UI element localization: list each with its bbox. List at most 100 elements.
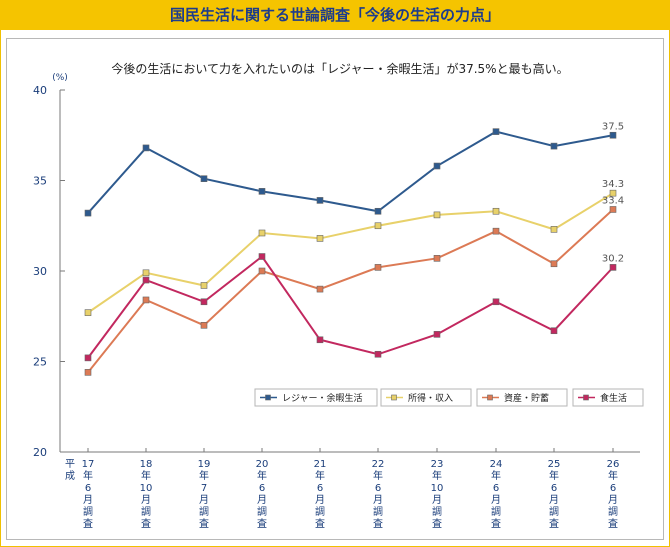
y-tick-label: 40	[33, 84, 47, 97]
x-tick-label: 6	[317, 483, 323, 494]
data-label: 33.4	[602, 195, 624, 206]
x-tick-label: 調	[257, 505, 267, 518]
x-tick-label: 26	[607, 459, 620, 470]
x-tick-label: 調	[549, 505, 559, 518]
x-tick-label: 月	[432, 494, 442, 506]
x-tick-label: 20	[256, 459, 269, 470]
x-tick-label: 17	[82, 459, 95, 470]
x-tick-label: 7	[201, 483, 207, 494]
legend: レジャー・余暇生活 所得・収入 資産・貯蓄 食生活	[254, 388, 644, 407]
data-point	[492, 227, 500, 235]
series-markers	[84, 128, 617, 376]
series-lines	[87, 130, 614, 373]
data-point	[550, 226, 558, 233]
legend-swatch-marker	[265, 394, 271, 401]
x-tick-label: 18	[140, 459, 153, 470]
data-point	[433, 162, 441, 170]
x-era-label: 平	[65, 459, 75, 470]
y-tick-label: 30	[33, 265, 47, 278]
data-point	[142, 296, 150, 304]
data-point	[374, 350, 382, 358]
data-point	[258, 267, 266, 275]
y-tick-label: 35	[33, 175, 47, 188]
y-axis-unit: (%)	[52, 73, 68, 83]
data-point	[550, 260, 558, 268]
series-line	[87, 192, 614, 314]
y-axis-ticks: 20 25 30 35 40	[33, 84, 65, 459]
x-tick-label: 査	[83, 517, 93, 530]
data-point	[200, 321, 208, 329]
legend-item	[476, 388, 568, 407]
x-tick-label: 調	[491, 505, 501, 518]
data-point	[316, 336, 324, 344]
data-point	[609, 264, 617, 271]
data-point	[433, 255, 441, 262]
x-tick-label: 査	[491, 517, 501, 530]
data-point	[200, 282, 208, 289]
data-point	[84, 354, 92, 362]
data-point	[84, 369, 92, 376]
x-tick-label: 22	[372, 459, 385, 470]
x-tick-label: 10	[140, 483, 153, 494]
x-tick-label: 年	[373, 469, 383, 482]
x-tick-label: 月	[141, 494, 151, 506]
legend-label: 所得・収入	[408, 392, 453, 404]
legend-label: 資産・貯蓄	[504, 392, 549, 404]
data-point	[316, 285, 324, 293]
data-point	[433, 331, 441, 338]
chart-headline: 今後の生活において力を入れたいのは「レジャー・余暇生活」が37.5%と最も高い。	[111, 61, 568, 76]
data-point	[316, 235, 324, 242]
page-title: 国民生活に関する世論調査「今後の生活の力点」	[169, 6, 500, 24]
x-tick-label: 年	[141, 469, 151, 482]
data-point	[258, 188, 266, 195]
x-tick-label: 調	[141, 505, 151, 518]
legend-label: 食生活	[600, 392, 627, 404]
x-tick-label: 査	[432, 517, 442, 530]
x-tick-label: 調	[432, 505, 442, 518]
series-line	[87, 255, 614, 359]
x-tick-label: 月	[199, 494, 209, 506]
x-tick-label: 月	[83, 494, 93, 506]
x-tick-label: 調	[199, 505, 209, 518]
x-tick-label: 年	[608, 469, 618, 482]
data-point	[550, 142, 558, 150]
x-tick-label: 査	[257, 517, 267, 530]
x-tick-label: 6	[610, 483, 616, 494]
data-label: 30.2	[602, 253, 624, 264]
x-tick-label: 月	[608, 494, 618, 506]
x-tick-label: 年	[549, 469, 559, 482]
x-axis-labels: 平成17年6月調査18年10月調査19年7月調査20年6月調査21年6月調査22…	[65, 448, 619, 530]
x-tick-label: 月	[373, 494, 383, 506]
data-point	[609, 206, 617, 213]
x-tick-label: 21	[314, 459, 327, 470]
legend-swatch-marker	[583, 394, 589, 401]
x-tick-label: 25	[548, 459, 561, 470]
y-tick-label: 25	[33, 356, 47, 369]
data-point	[609, 189, 617, 197]
x-tick-label: 月	[315, 494, 325, 506]
data-point	[492, 128, 500, 135]
data-point	[258, 253, 266, 260]
x-tick-label: 年	[491, 469, 501, 482]
data-point	[84, 309, 92, 316]
data-point	[142, 144, 150, 152]
x-tick-label: 23	[431, 459, 444, 470]
data-label: 34.3	[602, 179, 624, 190]
legend-swatch-marker	[391, 394, 397, 401]
x-tick-label: 年	[315, 469, 325, 482]
series-line	[87, 208, 614, 373]
data-point	[550, 327, 558, 335]
x-tick-label: 年	[257, 469, 267, 482]
x-tick-label: 10	[431, 483, 444, 494]
data-point	[433, 211, 441, 219]
chart-panel	[6, 38, 664, 540]
data-point	[200, 175, 208, 182]
data-point	[492, 298, 500, 306]
x-tick-label: 月	[257, 494, 267, 506]
data-point	[258, 229, 266, 237]
data-point	[200, 298, 208, 306]
x-tick-label: 調	[83, 505, 93, 518]
y-tick-label: 20	[33, 446, 47, 459]
x-tick-label: 査	[608, 517, 618, 530]
